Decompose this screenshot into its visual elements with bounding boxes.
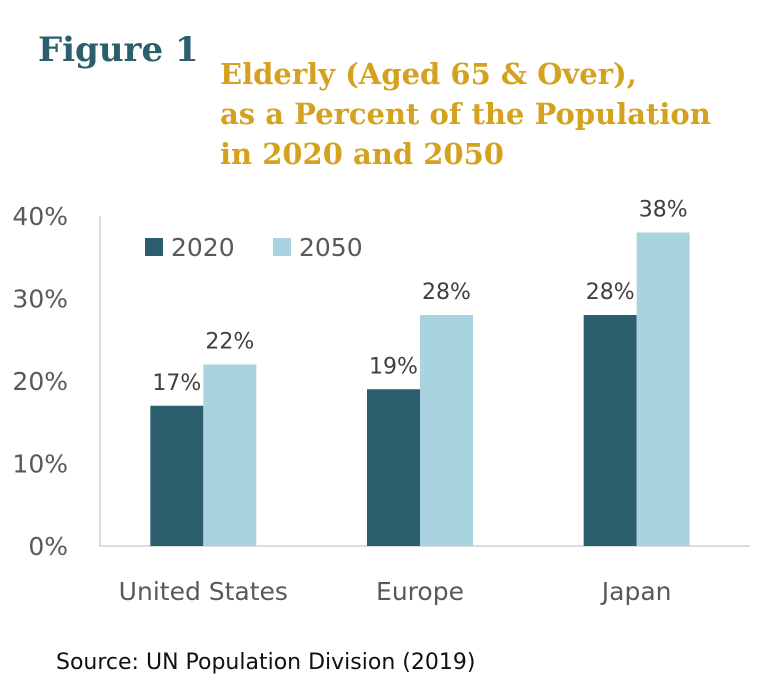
bar-2020-united-states bbox=[150, 405, 204, 546]
data-label: 19% bbox=[369, 354, 418, 379]
y-tick-label: 40% bbox=[12, 202, 68, 231]
chart-title: Elderly (Aged 65 & Over), as a Percent o… bbox=[220, 54, 711, 174]
y-tick-label: 0% bbox=[28, 532, 68, 561]
bar-2020-europe bbox=[367, 389, 420, 546]
chart-title-line-2: as a Percent of the Population bbox=[220, 97, 711, 131]
y-tick-label: 30% bbox=[12, 285, 68, 314]
figure-label: Figure 1 bbox=[38, 30, 199, 70]
x-category-label: Europe bbox=[376, 577, 464, 606]
data-label: 38% bbox=[639, 198, 688, 223]
chart-title-line-1: Elderly (Aged 65 & Over), bbox=[220, 57, 637, 91]
chart-title-line-3: in 2020 and 2050 bbox=[220, 137, 504, 171]
x-category-label: Japan bbox=[600, 577, 672, 606]
bar-2050-japan bbox=[636, 232, 690, 546]
source-note: Source: UN Population Division (2019) bbox=[56, 650, 476, 675]
bar-2020-japan bbox=[583, 315, 637, 546]
x-category-label: United States bbox=[119, 577, 288, 606]
y-tick-label: 10% bbox=[12, 450, 68, 479]
bar-2050-united-states bbox=[203, 364, 257, 546]
data-label: 22% bbox=[205, 330, 254, 355]
legend-label: 2020 bbox=[171, 233, 235, 262]
y-tick-label: 20% bbox=[12, 367, 68, 396]
legend-swatch-2050 bbox=[273, 238, 291, 256]
data-label: 28% bbox=[586, 280, 635, 305]
legend-swatch-2020 bbox=[145, 238, 163, 256]
bar-2050-europe bbox=[420, 315, 473, 546]
data-label: 28% bbox=[422, 280, 471, 305]
data-label: 17% bbox=[152, 371, 201, 396]
legend-label: 2050 bbox=[299, 233, 363, 262]
